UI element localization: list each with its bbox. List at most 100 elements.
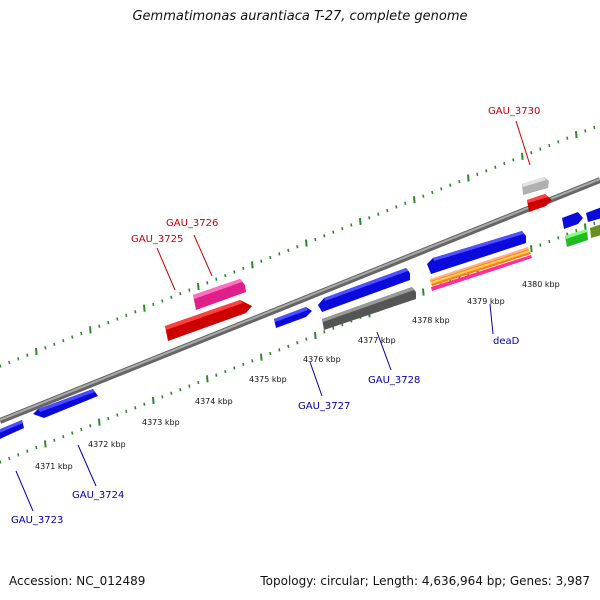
tick-major	[422, 288, 425, 296]
tick-major	[206, 375, 209, 383]
tick-minor	[152, 302, 155, 307]
tick-major	[359, 217, 362, 225]
gene-green[interactable]	[565, 229, 588, 247]
gene-label-gau-3724[interactable]: GAU_3724	[72, 490, 124, 501]
gene-label-gau-3730[interactable]: GAU_3730	[488, 106, 540, 117]
tick-minor	[179, 388, 182, 392]
gene-gau-3730-red[interactable]	[527, 194, 552, 212]
tick-major	[35, 347, 38, 356]
tick-major	[413, 196, 416, 204]
tick-minor	[53, 438, 56, 442]
gene-label-gau-3723[interactable]: GAU_3723	[11, 515, 63, 526]
tick-minor	[80, 331, 83, 336]
gene-blue-left-edge[interactable]	[0, 420, 24, 440]
tick-major	[575, 131, 578, 139]
tick-minor	[305, 337, 308, 341]
scale-ticks	[0, 125, 596, 464]
tick-major	[251, 261, 254, 269]
tick-minor	[278, 348, 281, 352]
tick-major	[260, 353, 263, 361]
tick-minor	[458, 179, 461, 184]
tick-minor	[125, 313, 128, 318]
scale-label: 4380 kbp	[522, 280, 560, 289]
tick-minor	[197, 380, 200, 385]
tick-minor	[323, 330, 326, 334]
gene-label-gau-3727[interactable]: GAU_3727	[298, 401, 350, 412]
gene-labels: GAU_3723 GAU_3724 GAU_3725 GAU_3726 GAU_…	[11, 106, 540, 526]
tick-minor	[269, 351, 272, 356]
tick-minor	[107, 416, 110, 421]
tick-minor	[296, 245, 299, 249]
gene-gau-3730-gray[interactable]	[522, 177, 549, 195]
scale-labels: 4371 kbp 4372 kbp 4373 kbp 4374 kbp 4375…	[35, 280, 560, 471]
tick-major	[530, 245, 533, 253]
tick-major	[44, 440, 47, 448]
tick-minor	[548, 239, 551, 244]
tick-minor	[557, 236, 560, 240]
tick-minor	[116, 317, 119, 321]
gene-dead[interactable]	[427, 231, 526, 274]
gene-gau-3726[interactable]	[193, 279, 246, 310]
tick-minor	[62, 435, 65, 439]
tick-minor	[179, 292, 182, 296]
tick-minor	[251, 359, 254, 363]
tick-minor	[566, 232, 569, 236]
tick-minor	[566, 136, 569, 140]
tick-minor	[224, 273, 227, 278]
scale-label: 4377 kbp	[358, 336, 396, 345]
gene-gau-3727[interactable]	[274, 307, 312, 328]
tick-minor	[440, 187, 443, 191]
gene-label-gau-3725[interactable]: GAU_3725	[131, 234, 183, 245]
gene-label-gau-3728[interactable]: GAU_3728	[368, 375, 420, 386]
tick-minor	[206, 281, 209, 285]
scale-label: 4373 kbp	[142, 418, 180, 427]
tick-minor	[476, 172, 479, 177]
tick-major	[98, 418, 101, 426]
tick-minor	[89, 424, 92, 428]
tick-minor	[314, 237, 317, 242]
tick-minor	[53, 342, 56, 346]
tick-minor	[71, 335, 74, 339]
genome-info-text: Topology: circular; Length: 4,636,964 bp…	[260, 574, 590, 588]
gene-label-gau-3726[interactable]: GAU_3726	[166, 218, 218, 229]
tick-minor	[170, 391, 173, 395]
gene-gau-3724[interactable]	[33, 389, 98, 418]
gene-striped[interactable]	[430, 247, 532, 291]
tick-minor	[377, 212, 380, 216]
tick-minor	[8, 456, 11, 461]
tick-minor	[170, 295, 173, 299]
tick-minor	[71, 431, 74, 435]
tick-minor	[530, 151, 533, 155]
tick-minor	[395, 205, 398, 209]
tick-minor	[143, 402, 146, 406]
tick-minor	[341, 226, 344, 231]
tick-major	[305, 239, 308, 247]
tick-minor	[548, 143, 551, 148]
tick-minor	[287, 344, 290, 348]
tick-minor	[269, 255, 272, 260]
gene-gau-3725[interactable]	[165, 300, 252, 341]
genome-backbone	[0, 177, 600, 424]
gene-label-dead[interactable]: deaD	[493, 336, 520, 347]
tick-minor	[350, 223, 353, 227]
tick-minor	[449, 183, 452, 187]
gene-gau-3728[interactable]	[322, 287, 416, 330]
scale-label: 4372 kbp	[88, 440, 126, 449]
tick-minor	[323, 234, 326, 238]
scale-label: 4379 kbp	[467, 297, 505, 306]
gene-olive[interactable]	[590, 224, 600, 238]
gene-blue-3727b[interactable]	[318, 268, 410, 312]
tick-minor	[242, 266, 245, 271]
tick-minor	[17, 357, 20, 361]
tick-minor	[593, 221, 596, 226]
gene-blue-right-2[interactable]	[586, 207, 600, 222]
tick-minor	[260, 259, 263, 263]
tick-major	[197, 282, 200, 291]
scale-label: 4374 kbp	[195, 397, 233, 406]
tick-minor	[26, 449, 29, 453]
gene-blue-right-1[interactable]	[562, 212, 583, 229]
tick-minor	[539, 243, 542, 247]
tick-minor	[0, 364, 2, 368]
tick-minor	[26, 353, 29, 357]
